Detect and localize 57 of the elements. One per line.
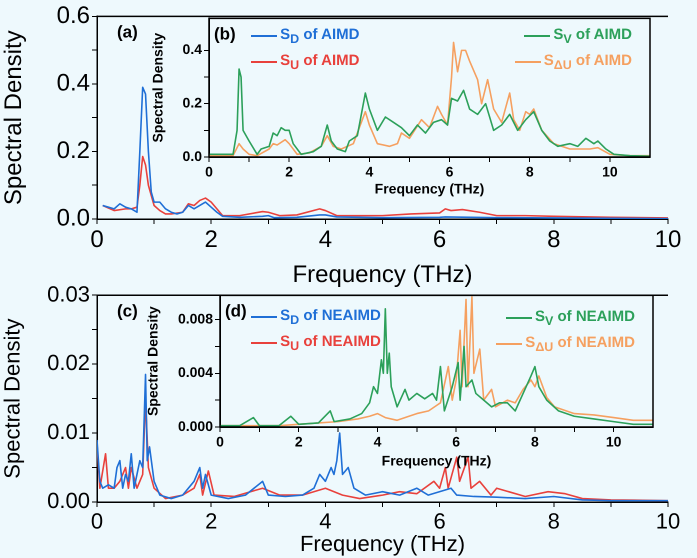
legend-label: S$_{D}$ of NEAIMD — [280, 307, 381, 327]
x-tick-label: 6 — [432, 226, 446, 254]
y-tick-label: 0.2 — [182, 94, 202, 111]
y-axis-title: Spectral Density — [144, 306, 160, 416]
y-tick-label: 0.6 — [56, 2, 90, 30]
legend-label: S$_{ΔU}$ of NEAIMD — [525, 334, 635, 354]
legend-label: S$_{V}$ of NEAIMD — [534, 308, 635, 328]
y-tick-label: 0.03 — [47, 281, 90, 306]
legend-label: S$_{U}$ of NEAIMD — [280, 333, 381, 353]
legend-label: S$_{V}$ of AIMD — [553, 26, 632, 46]
x-tick-label: 4 — [319, 508, 332, 534]
x-tick-label: 2 — [205, 508, 218, 534]
x-tick-label: 2 — [294, 433, 303, 450]
y-axis-title: Spectral Density — [0, 30, 28, 206]
x-axis-title: Frequency (THz) — [300, 530, 466, 556]
x-tick-label: 10 — [654, 226, 682, 254]
x-tick-label: 6 — [433, 508, 446, 534]
y-tick-label: 0.2 — [56, 137, 90, 164]
x-tick-label: 2 — [285, 163, 294, 180]
chart-title: (b) — [214, 24, 236, 44]
x-tick-label: 0 — [90, 226, 104, 254]
x-tick-label: 6 — [446, 163, 454, 180]
y-tick-label: 0.004 — [178, 364, 214, 380]
x-tick-label: 8 — [548, 508, 560, 534]
y-tick-label: 0.02 — [47, 350, 90, 376]
y-tick-label: 0.01 — [47, 419, 90, 444]
y-tick-label: 0.4 — [56, 70, 90, 97]
y-axis-title: Spectral Density — [149, 32, 166, 143]
legend-label: S$_{U}$ of AIMD — [280, 52, 360, 72]
x-tick-label: 10 — [606, 433, 622, 450]
x-tick-label: 4 — [365, 163, 374, 180]
chart-title: (c) — [117, 301, 138, 320]
x-tick-label: 2 — [204, 226, 218, 254]
x-tick-label: 10 — [656, 508, 680, 534]
y-tick-label: 0.000 — [178, 418, 214, 434]
x-tick-label: 8 — [531, 433, 540, 450]
y-tick-label: 0.0 — [56, 204, 90, 232]
x-tick-label: 0 — [90, 508, 104, 534]
x-tick-label: 8 — [526, 163, 534, 180]
chart-title: (d) — [225, 302, 247, 321]
chart-title: (a) — [117, 22, 138, 42]
x-tick-label: 10 — [602, 163, 618, 180]
x-axis-title: Frequency (THz) — [292, 261, 473, 288]
x-tick-label: 0 — [205, 163, 214, 180]
x-axis-title: Frequency (THz) — [374, 180, 484, 196]
x-tick-label: 4 — [374, 433, 382, 450]
y-tick-label: 0.008 — [178, 310, 214, 326]
x-tick-label: 8 — [547, 226, 560, 254]
y-tick-label: 0.4 — [182, 41, 202, 58]
y-tick-label: 0.00 — [47, 488, 90, 514]
legend-label: S$_{D}$ of AIMD — [280, 26, 360, 46]
legend-label: S$_{ΔU}$ of AIMD — [544, 52, 632, 72]
x-tick-label: 6 — [452, 433, 460, 450]
x-tick-label: 4 — [318, 226, 332, 254]
y-axis-title: Spectral Density — [0, 318, 24, 479]
y-tick-label: 0.0 — [182, 148, 202, 164]
x-tick-label: 0 — [216, 433, 224, 450]
